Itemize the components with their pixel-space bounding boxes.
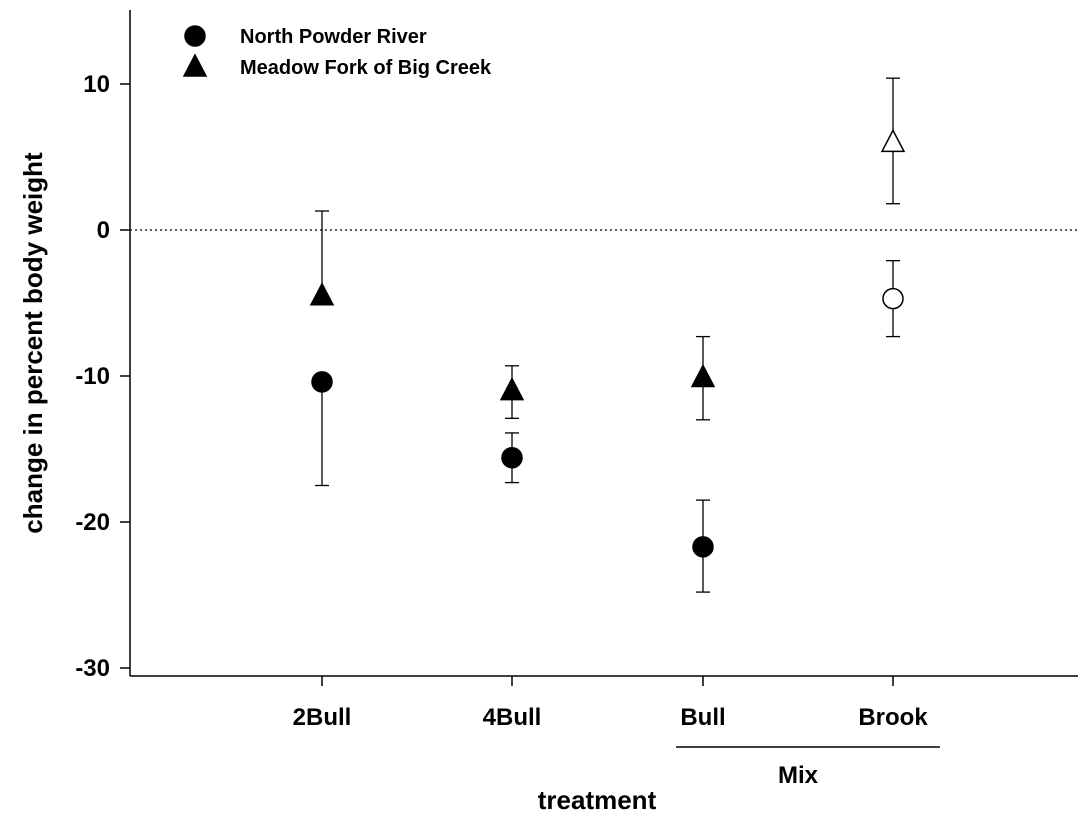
legend-north-powder-label: North Powder River [240, 26, 427, 48]
x-tick-label: Bull [680, 704, 725, 731]
x-tick-label: 4Bull [483, 704, 542, 731]
north-powder-point [692, 536, 714, 558]
y-tick-label: -10 [75, 363, 110, 390]
x-tick-label: 2Bull [293, 704, 352, 731]
north-powder-point [882, 287, 904, 310]
legend-meadow-fork-marker [182, 53, 208, 77]
legend-north-powder-marker [184, 25, 206, 47]
group-label: Mix [778, 762, 819, 789]
axes [120, 10, 1078, 748]
x-tick-label: Brook [858, 704, 928, 731]
meadow-fork-point [880, 128, 906, 153]
meadow-fork-point [309, 282, 335, 306]
legend: North Powder River Meadow Fork of Big Cre… [182, 25, 492, 79]
tick-labels: 10 0 -10 -20 -30 2Bull 4Bull Bull Brook Mix [75, 71, 928, 789]
y-axis-title: change in percent body weight [18, 152, 48, 534]
legend-meadow-fork-label: Meadow Fork of Big Creek [240, 57, 492, 79]
x-axis-title: treatment [538, 785, 657, 815]
meadow-fork-point [499, 376, 525, 401]
y-tick-label: 10 [83, 71, 110, 98]
y-tick-label: -20 [75, 509, 110, 536]
y-tick-label: 0 [97, 217, 110, 244]
north-powder-point [311, 371, 333, 393]
data-points [309, 128, 906, 558]
meadow-fork-point [690, 363, 716, 388]
north-powder-point [501, 447, 523, 469]
y-tick-label: -30 [75, 655, 110, 682]
error-bars [315, 77, 900, 593]
